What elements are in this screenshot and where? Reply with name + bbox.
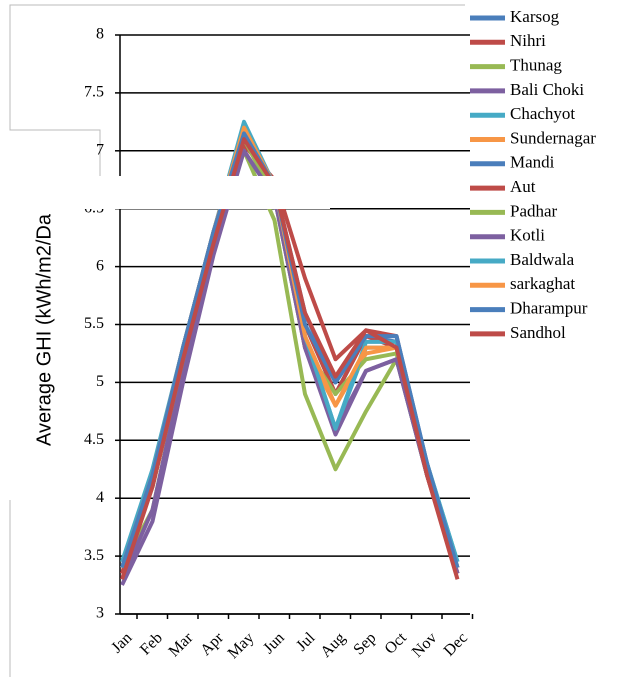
frame	[9, 4, 465, 677]
y-tick-label: 3	[96, 605, 104, 622]
legend-label: Sundernagar	[510, 128, 596, 147]
legend-label: Thunag	[510, 56, 562, 75]
y-tick-label: 7.5	[84, 84, 104, 101]
y-tick-label: 4.5	[84, 431, 104, 448]
x-tick-label: Feb	[137, 629, 166, 658]
x-tick-label: Jun	[260, 629, 288, 657]
legend-label: Sandhol	[510, 323, 566, 342]
legend-label: Mandi	[510, 153, 555, 172]
series-line	[120, 148, 460, 569]
legend-label: Dharampur	[510, 299, 588, 318]
series-line	[120, 137, 460, 580]
series-line	[120, 148, 460, 586]
y-tick-label: 6	[96, 257, 104, 274]
x-tick-label: Sep	[350, 629, 379, 658]
series-line	[120, 148, 460, 581]
legend-label: Kotli	[510, 226, 545, 245]
x-tick-label: Oct	[382, 629, 411, 658]
x-tick-label: May	[225, 629, 258, 662]
y-tick-label: 5.5	[84, 315, 104, 332]
x-tick-label: Jul	[293, 629, 319, 655]
y-tick-label: 5	[96, 373, 104, 390]
legend-label: Nihri	[510, 31, 546, 50]
x-tick-label: Jan	[108, 629, 135, 656]
x-tick-label: Mar	[166, 629, 197, 660]
legend-label: Baldwala	[510, 250, 575, 269]
x-tick-label: Dec	[441, 629, 471, 659]
legend-label: Chachyot	[510, 104, 575, 123]
mask	[70, 176, 330, 209]
legend-label: Karsog	[510, 7, 560, 26]
legend-label: sarkaghat	[510, 274, 575, 293]
x-tick-label: Apr	[197, 629, 227, 659]
y-axis-label: Average GHI (kWh/m2/Da	[33, 213, 55, 446]
y-tick-label: 4	[96, 489, 104, 506]
y-tick-label: 7	[96, 141, 104, 158]
legend-label: Padhar	[510, 201, 558, 220]
x-tick-label: Nov	[409, 629, 441, 661]
legend-label: Bali Choki	[510, 80, 584, 99]
y-tick-label: 3.5	[84, 547, 104, 564]
legend-label: Aut	[510, 177, 536, 196]
y-tick-label: 8	[96, 26, 104, 43]
x-tick-label: Aug	[317, 629, 349, 661]
